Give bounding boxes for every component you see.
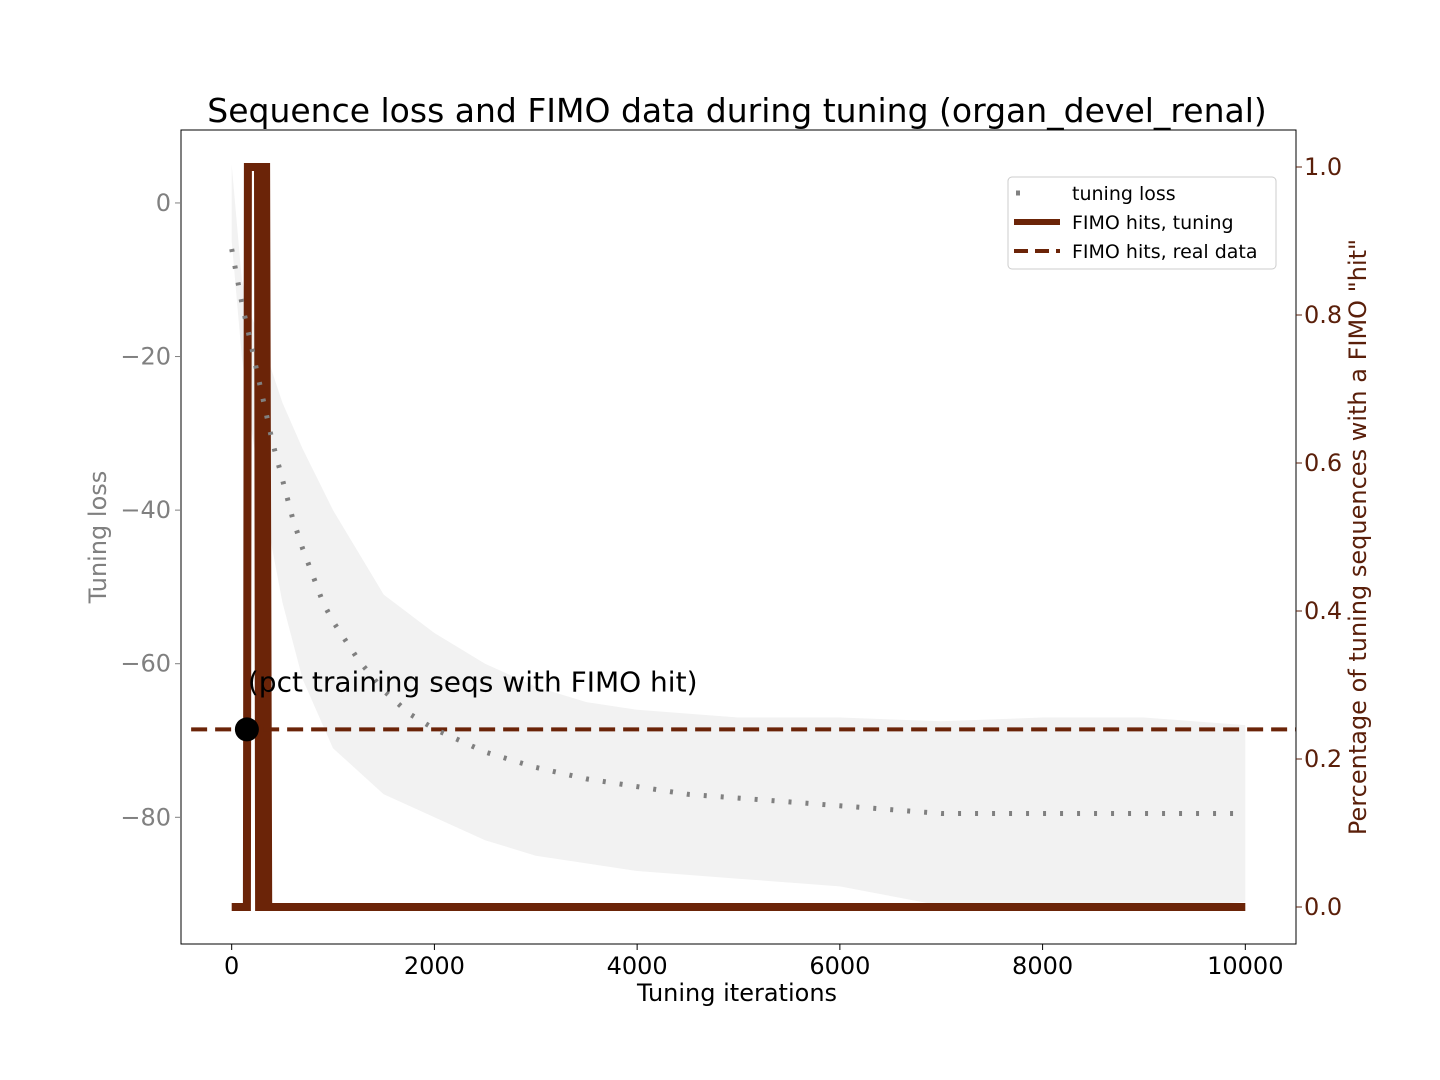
y-right-axis-label: Percentage of tuning sequences with a FI… xyxy=(1344,239,1372,835)
y-left-tick-label: −20 xyxy=(120,343,171,371)
y-right-tick-label: 0.8 xyxy=(1304,301,1342,329)
x-tick-label: 8000 xyxy=(1012,952,1073,980)
ticks-layer: 0 2000 4000 6000 8000 10000 0 −20 −40 −60 −80 0.0 0.… xyxy=(120,153,1342,980)
x-tick-label: 10000 xyxy=(1207,952,1283,980)
loss-std-band xyxy=(231,164,1246,910)
x-tick-label: 0 xyxy=(224,952,239,980)
y-right-tick-label: 0.2 xyxy=(1304,745,1342,773)
legend-label: FIMO hits, tuning xyxy=(1072,212,1234,234)
y-left-tick-label: −80 xyxy=(120,803,171,831)
y-left-axis-label: Tuning loss xyxy=(84,471,112,605)
x-tick-label: 6000 xyxy=(809,952,870,980)
x-axis-label: Tuning iterations xyxy=(636,979,837,1007)
y-right-tick-label: 0.4 xyxy=(1304,597,1342,625)
legend-label: tuning loss xyxy=(1072,183,1176,205)
y-left-tick-label: −40 xyxy=(120,496,171,524)
annotation-layer: (pct training seqs with FIMO hit) xyxy=(234,665,698,742)
series-fimo-hits-tuning-line xyxy=(231,163,1246,911)
x-tick-label: 2000 xyxy=(404,952,465,980)
x-tick-label: 4000 xyxy=(607,952,668,980)
y-left-tick-label: −60 xyxy=(120,650,171,678)
series-layer xyxy=(191,163,1296,911)
annotation-marker xyxy=(234,717,259,742)
legend: tuning loss FIMO hits, tuning FIMO hits, r… xyxy=(1007,176,1277,270)
y-right-tick-label: 0.6 xyxy=(1304,449,1342,477)
loss-band-layer xyxy=(231,164,1246,910)
y-left-tick-label: 0 xyxy=(156,189,171,217)
legend-box xyxy=(1007,176,1277,270)
y-right-tick-label: 1.0 xyxy=(1304,153,1342,181)
y-right-tick-label: 0.0 xyxy=(1304,893,1342,921)
legend-label: FIMO hits, real data xyxy=(1072,241,1258,263)
chart-title: Sequence loss and FIMO data during tunin… xyxy=(207,91,1267,130)
plot-frame xyxy=(180,129,1297,945)
annotation-text: (pct training seqs with FIMO hit) xyxy=(248,665,698,698)
